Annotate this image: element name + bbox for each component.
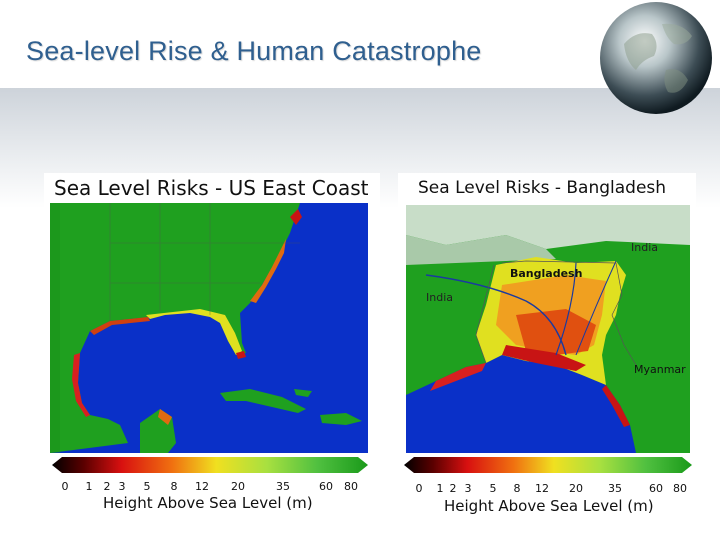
scale-tick: 2 — [103, 480, 111, 493]
scale-tick: 5 — [143, 480, 151, 493]
scale-tick: 80 — [344, 480, 358, 493]
scale-tick: 12 — [195, 480, 209, 493]
us-map-panel: Sea Level Risks - US East Coast — [44, 173, 380, 473]
scale-tick: 12 — [535, 482, 549, 495]
label-myanmar: Myanmar — [634, 363, 686, 376]
scale-tick: 8 — [170, 480, 178, 493]
scale-tick: 60 — [649, 482, 663, 495]
label-bangladesh: Bangladesh — [510, 267, 583, 280]
bangladesh-scale-label: Height Above Sea Level (m) — [444, 497, 654, 515]
scale-tick: 80 — [673, 482, 687, 495]
label-india-west: India — [426, 291, 453, 304]
slide-title: Sea-level Rise & Human Catastrophe — [26, 36, 482, 66]
us-east-coast-map — [50, 203, 368, 453]
us-map-title: Sea Level Risks - US East Coast — [54, 176, 369, 200]
scale-tick: 20 — [569, 482, 583, 495]
scale-tick: 2 — [449, 482, 457, 495]
globe-icon — [596, 0, 716, 120]
scale-tick: 0 — [61, 480, 69, 493]
label-india-east: India — [631, 241, 658, 254]
scale-tick: 3 — [464, 482, 472, 495]
scale-tick: 1 — [436, 482, 444, 495]
scale-tick: 8 — [513, 482, 521, 495]
us-scale-label: Height Above Sea Level (m) — [103, 494, 313, 512]
bangladesh-map-panel: Sea Level Risks - Bangladesh — [398, 173, 696, 473]
scale-tick: 0 — [415, 482, 423, 495]
scale-tick: 35 — [608, 482, 622, 495]
us-color-scale — [52, 457, 368, 473]
bangladesh-map — [406, 205, 690, 453]
bangladesh-color-scale — [404, 457, 692, 473]
scale-tick: 3 — [118, 480, 126, 493]
scale-tick: 1 — [85, 480, 93, 493]
scale-tick: 60 — [319, 480, 333, 493]
scale-tick: 20 — [231, 480, 245, 493]
bangladesh-map-title: Sea Level Risks - Bangladesh — [418, 178, 667, 198]
scale-tick: 35 — [276, 480, 290, 493]
scale-tick: 5 — [489, 482, 497, 495]
